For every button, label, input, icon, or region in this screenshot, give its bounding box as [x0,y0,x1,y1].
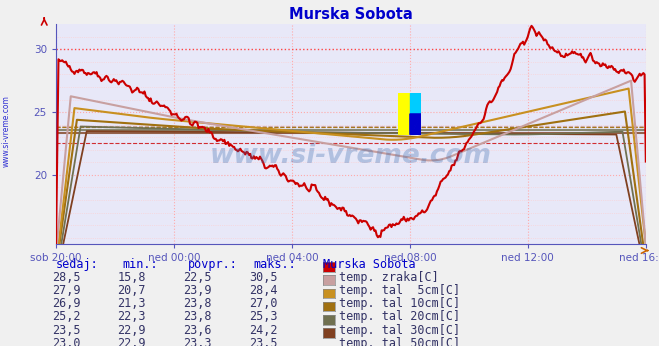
Text: 27,9: 27,9 [51,284,80,297]
Text: www.si-vreme.com: www.si-vreme.com [2,95,11,167]
Text: povpr.:: povpr.: [188,258,238,271]
Text: 23,8: 23,8 [183,310,212,324]
Text: 23,3: 23,3 [183,337,212,346]
Text: 15,8: 15,8 [117,271,146,284]
Text: 30,5: 30,5 [249,271,278,284]
Text: temp. tal 10cm[C]: temp. tal 10cm[C] [339,297,461,310]
Text: 28,5: 28,5 [51,271,80,284]
Text: 22,3: 22,3 [117,310,146,324]
Text: temp. tal 20cm[C]: temp. tal 20cm[C] [339,310,461,324]
Text: 22,9: 22,9 [117,337,146,346]
Text: 22,9: 22,9 [117,324,146,337]
Text: sedaj:: sedaj: [56,258,99,271]
Text: 26,9: 26,9 [51,297,80,310]
Text: temp. tal 30cm[C]: temp. tal 30cm[C] [339,324,461,337]
Text: Murska Sobota: Murska Sobota [323,258,416,271]
Text: 28,4: 28,4 [249,284,278,297]
Text: 24,2: 24,2 [249,324,278,337]
Text: 20,7: 20,7 [117,284,146,297]
Polygon shape [410,114,422,135]
Text: 23,5: 23,5 [249,337,278,346]
Text: www.si-vreme.com: www.si-vreme.com [210,143,492,169]
Polygon shape [410,93,422,114]
Text: 22,5: 22,5 [183,271,212,284]
Text: temp. zraka[C]: temp. zraka[C] [339,271,439,284]
Text: 23,5: 23,5 [51,324,80,337]
Text: temp. tal 50cm[C]: temp. tal 50cm[C] [339,337,461,346]
Text: 25,3: 25,3 [249,310,278,324]
Text: temp. tal  5cm[C]: temp. tal 5cm[C] [339,284,461,297]
Polygon shape [410,114,422,135]
Text: 23,0: 23,0 [51,337,80,346]
Text: 21,3: 21,3 [117,297,146,310]
Text: maks.:: maks.: [254,258,297,271]
Text: 25,2: 25,2 [51,310,80,324]
Title: Murska Sobota: Murska Sobota [289,7,413,22]
Text: min.:: min.: [122,258,158,271]
Polygon shape [398,93,410,135]
Text: 23,8: 23,8 [183,297,212,310]
Text: 27,0: 27,0 [249,297,278,310]
Text: 23,9: 23,9 [183,284,212,297]
Text: 23,6: 23,6 [183,324,212,337]
